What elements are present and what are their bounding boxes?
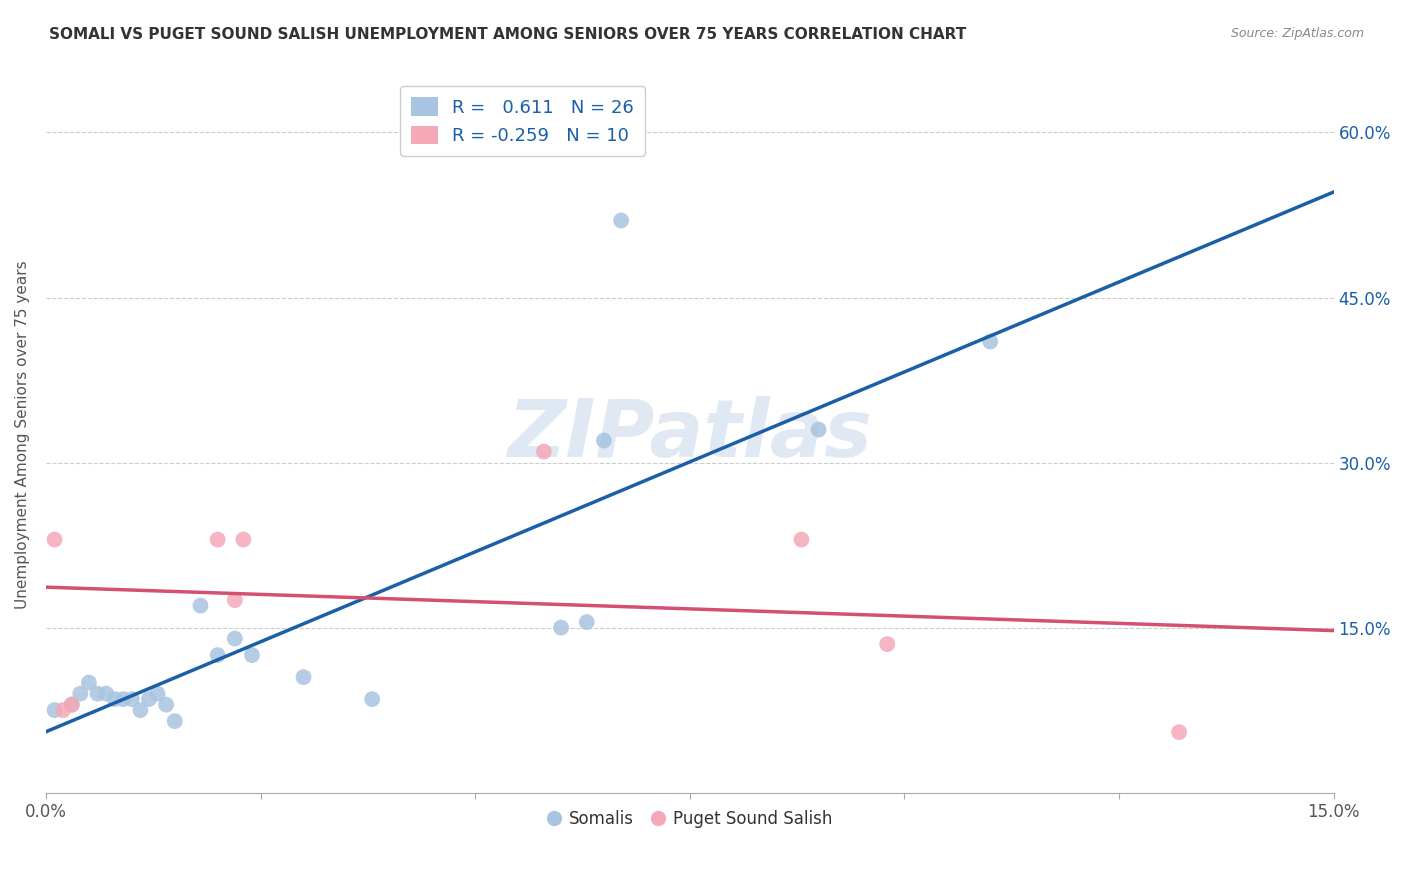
Point (104, 692, 127, 706)
Point (155, 698, 177, 712)
Point (44, 533, 66, 547)
Point (60, 698, 83, 712)
Point (876, 637, 898, 651)
Legend: Somalis, Puget Sound Salish: Somalis, Puget Sound Salish (541, 803, 838, 834)
Point (361, 692, 384, 706)
Point (593, 434, 616, 448)
Text: ZIPatlas: ZIPatlas (508, 396, 872, 474)
Point (979, 334, 1001, 349)
Point (224, 593, 246, 607)
Point (146, 687, 169, 701)
Point (121, 692, 143, 706)
Point (69, 687, 91, 701)
Point (292, 670, 315, 684)
Point (77, 675, 100, 690)
Point (790, 533, 813, 547)
Point (138, 692, 160, 706)
Y-axis label: Unemployment Among Seniors over 75 years: Unemployment Among Seniors over 75 years (15, 260, 30, 609)
Point (190, 599, 212, 613)
Point (224, 632, 246, 646)
Point (94, 687, 117, 701)
Point (1168, 725, 1191, 739)
Point (86, 687, 108, 701)
Text: Source: ZipAtlas.com: Source: ZipAtlas.com (1230, 27, 1364, 40)
Point (52, 703, 75, 717)
Point (129, 703, 152, 717)
Point (207, 533, 229, 547)
Point (112, 692, 135, 706)
Point (207, 648, 229, 662)
Point (163, 714, 186, 728)
Point (807, 423, 830, 437)
Point (232, 533, 254, 547)
Text: SOMALI VS PUGET SOUND SALISH UNEMPLOYMENT AMONG SENIORS OVER 75 YEARS CORRELATIO: SOMALI VS PUGET SOUND SALISH UNEMPLOYMEN… (49, 27, 966, 42)
Point (610, 213, 633, 227)
Point (575, 615, 598, 629)
Point (533, 444, 555, 458)
Point (550, 621, 572, 635)
Point (44, 703, 66, 717)
Point (240, 648, 263, 662)
Point (60, 698, 83, 712)
